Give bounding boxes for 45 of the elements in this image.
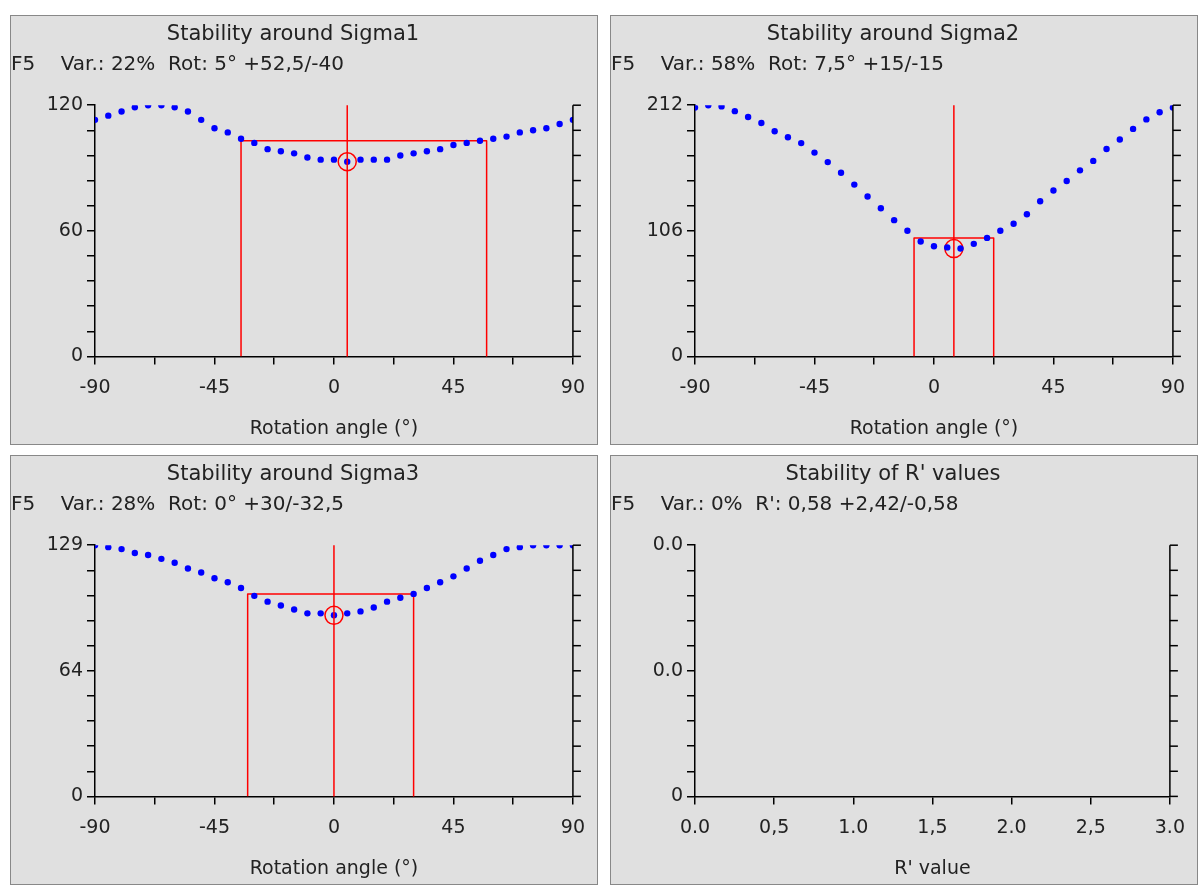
x-tick-label: 3.0	[1154, 814, 1185, 837]
y-tick-label: 106	[646, 217, 683, 240]
x-tick-label: 0,5	[759, 814, 790, 837]
x-tick-label: 45	[441, 374, 466, 397]
x-tick-label: 0	[327, 814, 340, 837]
x-tick-label: -45	[798, 374, 830, 397]
x-tick-label: 45	[1041, 374, 1066, 397]
x-axis-title: Rotation angle (°)	[249, 855, 419, 878]
x-tick-label: 90	[560, 374, 586, 397]
chart-subtitle: F5 Var.: 0% R': 0,58 +2,42/-0,58	[611, 491, 959, 516]
y-tick-label: 0.0	[652, 532, 683, 555]
x-tick-label: 1.0	[838, 814, 869, 837]
x-tick-label: 2,5	[1075, 814, 1106, 837]
chart-title: Stability around Sigma3	[166, 461, 420, 486]
x-tick-label: 45	[441, 814, 466, 837]
chart-title: Stability around Sigma2	[766, 21, 1020, 46]
y-tick-label: 0	[70, 343, 83, 366]
x-axis-title: Rotation angle (°)	[849, 415, 1019, 438]
y-tick-label: 0.0	[652, 657, 683, 680]
x-tick-label: 1,5	[917, 814, 948, 837]
x-axis-title: R' value	[894, 855, 971, 878]
x-tick-label: 2.0	[996, 814, 1027, 837]
y-tick-label: 0	[70, 783, 83, 806]
chart-subtitle: F5 Var.: 58% Rot: 7,5° +15/-15	[611, 51, 944, 76]
chart-title: Stability of R' values	[785, 461, 1001, 486]
x-tick-label: -45	[198, 814, 230, 837]
chart-subtitle: F5 Var.: 28% Rot: 0° +30/-32,5	[11, 491, 344, 516]
x-tick-label: 90	[560, 814, 586, 837]
x-axis-title: Rotation angle (°)	[249, 415, 419, 438]
chart-title: Stability around Sigma1	[166, 21, 420, 46]
x-tick-label: -90	[679, 374, 711, 397]
y-tick-label: 120	[46, 92, 83, 115]
y-tick-label: 64	[58, 657, 83, 680]
x-tick-label: 0	[927, 374, 940, 397]
x-tick-label: -90	[79, 374, 111, 397]
x-tick-label: 0	[327, 374, 340, 397]
y-tick-label: 0	[670, 343, 683, 366]
x-tick-label: -45	[198, 374, 230, 397]
y-tick-label: 60	[58, 217, 83, 240]
y-tick-label: 212	[646, 92, 683, 115]
x-tick-label: 90	[1160, 374, 1186, 397]
chart-subtitle: F5 Var.: 22% Rot: 5° +52,5/-40	[11, 51, 344, 76]
x-tick-label: -90	[79, 814, 111, 837]
y-tick-label: 129	[46, 532, 83, 555]
y-tick-label: 0	[670, 783, 683, 806]
